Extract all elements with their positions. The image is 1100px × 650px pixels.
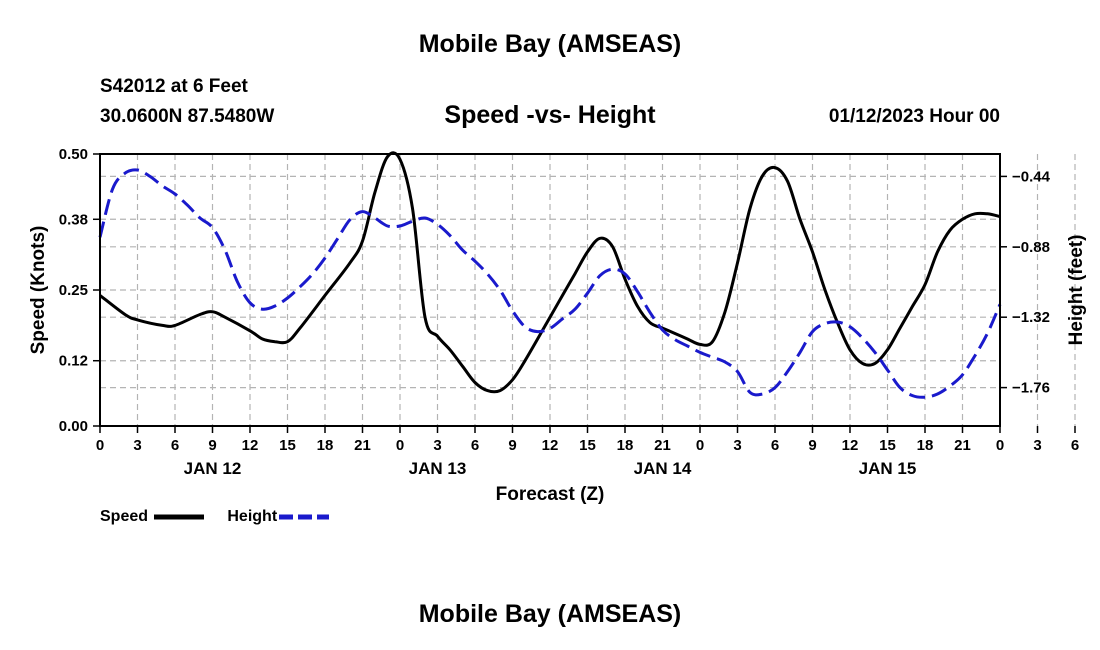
x-tick-label: 21 [354,437,371,454]
x-tick-label: 18 [317,437,334,454]
x-tick-label: 12 [542,437,559,454]
x-tick-label: 18 [917,437,934,454]
x-day-label: JAN 13 [409,459,467,478]
legend: Speed Height [100,508,331,526]
chart-subtitle: Speed -vs- Height [444,101,656,129]
x-tick-label: 9 [208,437,216,454]
x-tick-label: 3 [1033,437,1041,454]
x-tick-label: 0 [996,437,1004,454]
x-day-label: JAN 14 [634,459,692,478]
x-tick-label: 6 [1071,437,1079,454]
x-tick-label: 9 [508,437,516,454]
x-tick-label: 12 [242,437,259,454]
x-tick-label: 0 [696,437,704,454]
x-tick-label: 18 [617,437,634,454]
legend-label-speed: Speed [100,508,149,525]
y-tick-label-right: −0.88 [1012,239,1050,256]
y-axis-title-left: Speed (Knots) [28,226,49,355]
model-run-time: 01/12/2023 Hour 00 [828,106,1000,127]
x-day-label: JAN 12 [184,459,242,478]
y-tick-label-left: 0.00 [59,418,88,435]
x-tick-label: 15 [579,437,596,454]
x-tick-label: 9 [808,437,816,454]
x-tick-label: 3 [433,437,441,454]
y-tick-label-right: −1.32 [1012,309,1050,326]
series-lines [98,151,1002,399]
legend-label-height: Height [227,508,278,525]
y-axis-title-right: Height (feet) [1066,235,1087,346]
x-axis-title: Forecast (Z) [496,484,605,505]
x-tick-label: 21 [954,437,971,454]
axes: 0369121518210369121518210369121518210369… [59,146,1079,478]
station-label: S42012 at 6 Feet [100,76,248,97]
x-tick-label: 0 [96,437,104,454]
x-tick-label: 6 [171,437,179,454]
x-tick-label: 6 [771,437,779,454]
x-tick-label: 3 [733,437,741,454]
y-tick-label-right: −1.76 [1012,380,1050,397]
x-tick-label: 3 [133,437,141,454]
chart-title: Mobile Bay (AMSEAS) [418,30,682,58]
x-tick-label: 12 [842,437,859,454]
x-day-label: JAN 15 [859,459,917,478]
y-tick-label-left: 0.25 [59,282,88,299]
footer-title: Mobile Bay (AMSEAS) [418,600,682,628]
x-tick-label: 6 [471,437,479,454]
x-tick-label: 0 [396,437,404,454]
speed-series-line [99,151,1001,394]
height-series-line [98,168,1002,399]
x-tick-label: 15 [879,437,896,454]
x-tick-label: 21 [654,437,671,454]
y-tick-label-left: 0.12 [59,353,88,370]
x-tick-label: 15 [279,437,296,454]
y-tick-label-right: −0.44 [1012,168,1051,185]
legend-line-height [279,514,330,520]
station-coordinates: 30.0600N 87.5480W [100,106,275,127]
legend-line-speed [154,514,205,520]
grid-lines [100,154,1076,426]
y-tick-label-left: 0.50 [59,146,88,163]
y-tick-label-left: 0.38 [59,211,88,228]
